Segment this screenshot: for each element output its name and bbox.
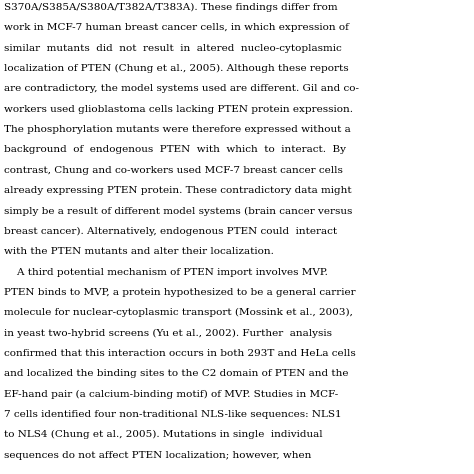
Text: EF-hand pair (a calcium-binding motif) of MVP. Studies in MCF-: EF-hand pair (a calcium-binding motif) o…	[4, 390, 338, 399]
Text: simply be a result of different model systems (brain cancer versus: simply be a result of different model sy…	[4, 207, 352, 216]
Text: 7 cells identified four non-traditional NLS-like sequences: NLS1: 7 cells identified four non-traditional …	[4, 410, 341, 419]
Text: confirmed that this interaction occurs in both 293T and HeLa cells: confirmed that this interaction occurs i…	[4, 349, 355, 358]
Text: similar  mutants  did  not  result  in  altered  nucleo-cytoplasmic: similar mutants did not result in altere…	[4, 44, 342, 53]
Text: A third potential mechanism of PTEN import involves MVP.: A third potential mechanism of PTEN impo…	[4, 267, 328, 276]
Text: contrast, Chung and co-workers used MCF-7 breast cancer cells: contrast, Chung and co-workers used MCF-…	[4, 166, 343, 175]
Text: are contradictory, the model systems used are different. Gil and co-: are contradictory, the model systems use…	[4, 84, 359, 93]
Text: and localized the binding sites to the C2 domain of PTEN and the: and localized the binding sites to the C…	[4, 369, 348, 378]
Text: in yeast two-hybrid screens (Yu et al., 2002). Further  analysis: in yeast two-hybrid screens (Yu et al., …	[4, 328, 332, 338]
Text: background  of  endogenous  PTEN  with  which  to  interact.  By: background of endogenous PTEN with which…	[4, 146, 346, 155]
Text: PTEN binds to MVP, a protein hypothesized to be a general carrier: PTEN binds to MVP, a protein hypothesize…	[4, 288, 355, 297]
Text: to NLS4 (Chung et al., 2005). Mutations in single  individual: to NLS4 (Chung et al., 2005). Mutations …	[4, 430, 322, 439]
Text: workers used glioblastoma cells lacking PTEN protein expression.: workers used glioblastoma cells lacking …	[4, 105, 353, 114]
Text: work in MCF-7 human breast cancer cells, in which expression of: work in MCF-7 human breast cancer cells,…	[4, 23, 349, 32]
Text: molecule for nuclear-cytoplasmic transport (Mossink et al., 2003),: molecule for nuclear-cytoplasmic transpo…	[4, 308, 353, 318]
Text: sequences do not affect PTEN localization; however, when: sequences do not affect PTEN localizatio…	[4, 451, 311, 460]
Text: with the PTEN mutants and alter their localization.: with the PTEN mutants and alter their lo…	[4, 247, 273, 256]
Text: S370A/S385A/S380A/T382A/T383A). These findings differ from: S370A/S385A/S380A/T382A/T383A). These fi…	[4, 3, 337, 12]
Text: The phosphorylation mutants were therefore expressed without a: The phosphorylation mutants were therefo…	[4, 125, 351, 134]
Text: breast cancer). Alternatively, endogenous PTEN could  interact: breast cancer). Alternatively, endogenou…	[4, 227, 337, 236]
Text: already expressing PTEN protein. These contradictory data might: already expressing PTEN protein. These c…	[4, 186, 351, 195]
Text: localization of PTEN (Chung et al., 2005). Although these reports: localization of PTEN (Chung et al., 2005…	[4, 64, 348, 73]
